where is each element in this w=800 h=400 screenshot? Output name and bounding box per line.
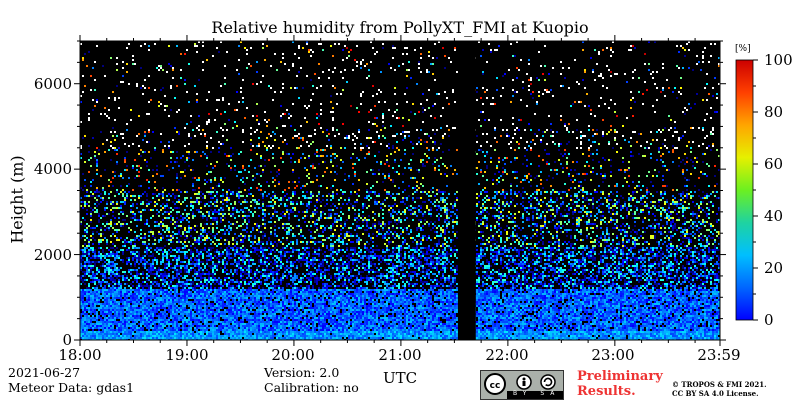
colorbar-tick-label: 60	[764, 155, 784, 173]
x-tick-label: 20:00	[271, 346, 315, 364]
copyright-line-2: CC BY SA 4.0 License.	[672, 389, 759, 398]
x-tick-label: 23:00	[591, 346, 635, 364]
preliminary-line-1: Preliminary	[577, 369, 663, 384]
cc-license-badge: cc BY SA	[480, 370, 564, 400]
cc-badge-label: BY SA	[513, 390, 561, 397]
y-tick-label: 0	[62, 331, 72, 349]
colorbar-tick-label: 20	[764, 259, 784, 277]
axis-ticks	[74, 35, 758, 346]
chart-title: Relative humidity from PollyXT_FMI at Ku…	[211, 18, 589, 37]
x-tick-label: 22:00	[485, 346, 529, 364]
colorbar-unit: [%]	[735, 44, 751, 54]
colorbar	[735, 59, 754, 321]
preliminary-line-2: Results.	[577, 384, 636, 399]
colorbar-tick-label: 80	[764, 103, 784, 121]
copyright-notice: © TROPOS & FMI 2021. CC BY SA 4.0 Licens…	[672, 380, 767, 398]
share-alike-icon	[540, 374, 556, 390]
footer-date: 2021-06-27	[8, 365, 81, 380]
x-axis-label: UTC	[382, 369, 418, 387]
colorbar-tick-label: 0	[764, 311, 774, 329]
footer-version: Version: 2.0	[264, 365, 340, 380]
preliminary-notice: Preliminary Results.	[577, 369, 663, 399]
y-tick-label: 4000	[33, 160, 72, 178]
y-tick-label: 2000	[33, 246, 72, 264]
missing-data-gap	[457, 41, 476, 340]
x-tick-label: 18:00	[58, 346, 102, 364]
x-tick-label: 21:00	[378, 346, 422, 364]
y-tick-label: 6000	[33, 75, 72, 93]
footer-meteor-data: Meteor Data: gdas1	[8, 380, 135, 395]
x-tick-label: 23:59	[697, 346, 741, 364]
footer-calibration: Calibration: no	[264, 380, 359, 395]
copyright-line-1: © TROPOS & FMI 2021.	[672, 380, 767, 389]
colorbar-tick-label: 40	[764, 207, 784, 225]
x-tick-label: 19:00	[165, 346, 209, 364]
colorbar-tick-label: 100	[764, 51, 793, 69]
cc-icon	[484, 373, 506, 395]
